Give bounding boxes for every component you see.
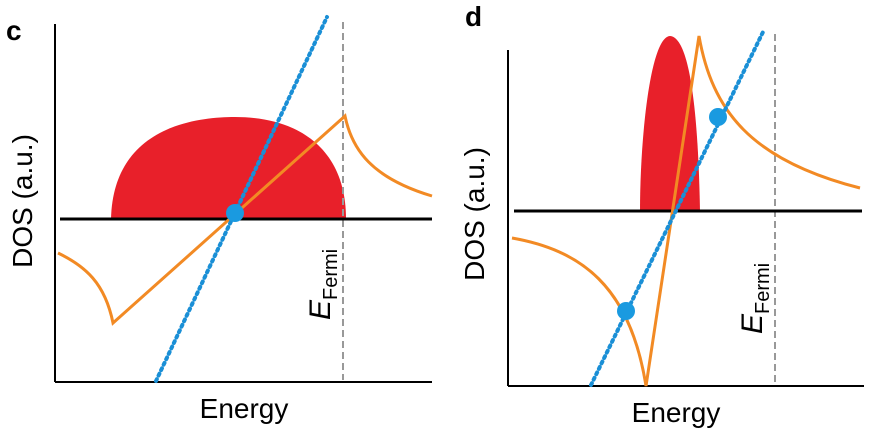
panel-c-filled-band xyxy=(111,117,346,219)
panel-c-dos-curve xyxy=(57,113,433,326)
panel-c-dispersion-line xyxy=(154,15,329,383)
panel-d-upper-crossing-point xyxy=(709,108,727,126)
panel-d-letter: d xyxy=(465,1,482,32)
panel-d-lower-crossing-point xyxy=(617,302,635,320)
panel-d-filled-band xyxy=(640,36,700,211)
panel-d-xlabel: Energy xyxy=(632,397,721,428)
panel-d-fermi-label: EFermi xyxy=(736,263,774,334)
panel-c-xlabel: Energy xyxy=(200,393,289,424)
panel-d-dos-curve xyxy=(511,35,861,387)
panel-c-ylabel: DOS (a.u.) xyxy=(7,134,38,268)
panel-d-dispersion-line xyxy=(589,30,765,387)
panel-c-crossing-point xyxy=(226,204,244,222)
panel-c: c EFermi DOS (a.u.) Energy xyxy=(6,15,433,424)
panel-c-fermi-label: EFermi xyxy=(304,249,342,320)
panel-d: d EFermi DOS (a.u.) Energy xyxy=(459,1,864,428)
panel-d-ylabel: DOS (a.u.) xyxy=(459,147,490,281)
panel-c-letter: c xyxy=(6,15,22,46)
